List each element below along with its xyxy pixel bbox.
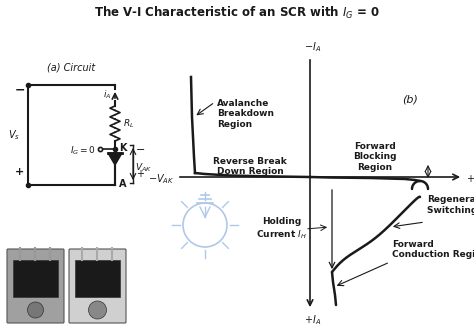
Text: $R_L$: $R_L$ (123, 117, 135, 130)
Text: −: − (15, 83, 25, 96)
Polygon shape (108, 153, 122, 165)
Text: $+I_A$: $+I_A$ (304, 313, 321, 325)
Text: $+V_{AK}$: $+V_{AK}$ (466, 172, 474, 186)
Text: A: A (119, 179, 127, 189)
Bar (75, 260, 120, 297)
Text: (b): (b) (402, 94, 418, 104)
Text: $V_s$: $V_s$ (8, 128, 20, 142)
Text: $-I_A$: $-I_A$ (304, 40, 321, 54)
Text: (a) Circuit: (a) Circuit (47, 63, 96, 73)
Bar (13, 260, 58, 297)
Text: Holding
Current $I_H$: Holding Current $I_H$ (256, 217, 308, 240)
Text: The V-I Characteristic of an SCR with $I_G$ = 0: The V-I Characteristic of an SCR with $I… (94, 5, 380, 21)
Text: −: − (136, 145, 146, 155)
FancyBboxPatch shape (69, 249, 126, 323)
Circle shape (89, 301, 107, 319)
Text: Forward
Conduction Region: Forward Conduction Region (392, 240, 474, 259)
Text: K: K (119, 143, 127, 153)
Text: $I_G = 0$: $I_G = 0$ (70, 145, 96, 157)
Text: $V_{AK}$: $V_{AK}$ (135, 162, 152, 175)
Text: +: + (15, 167, 25, 177)
Text: +: + (136, 169, 144, 179)
Text: $-V_{AK}$: $-V_{AK}$ (147, 172, 174, 186)
Text: Regenerative
Switching Region: Regenerative Switching Region (427, 195, 474, 215)
FancyBboxPatch shape (7, 249, 64, 323)
Text: Forward
Blocking
Region: Forward Blocking Region (353, 142, 397, 172)
Text: $i_A$: $i_A$ (102, 89, 111, 101)
Circle shape (27, 302, 44, 318)
Text: Reverse Break
Down Region: Reverse Break Down Region (213, 157, 287, 176)
Text: Avalanche
Breakdown
Region: Avalanche Breakdown Region (217, 99, 274, 129)
